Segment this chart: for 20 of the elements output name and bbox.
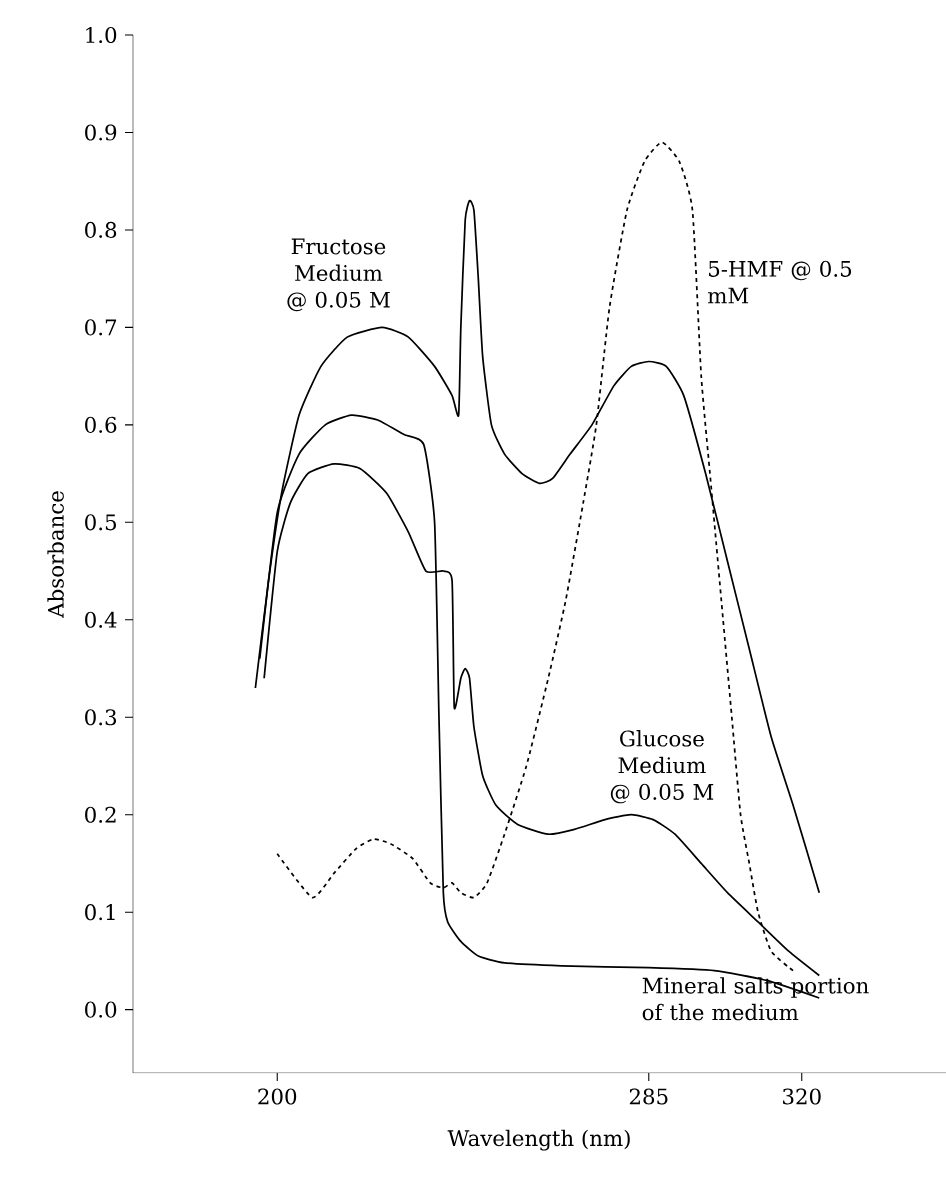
y-tick-label: 1.0	[86, 26, 117, 44]
y-tick-label: 0.1	[85, 904, 115, 921]
x-tick-label: 285	[629, 1088, 668, 1105]
series-label: Glucose Medium @ 0.05 M	[610, 730, 714, 804]
y-tick-label: 0.6	[85, 416, 117, 433]
y-tick-label: 0.7	[85, 319, 117, 336]
y-tick-label: 0.8	[85, 221, 117, 238]
x-tick-label: 320	[783, 1088, 821, 1105]
y-tick-label: 0.0	[85, 1001, 117, 1018]
series-label: Mineral salts portion of the medium	[642, 977, 869, 1021]
y-axis-title: Absorbance	[47, 491, 64, 618]
y-tick-label: 0.5	[85, 514, 116, 531]
x-tick-label: 200	[258, 1088, 297, 1105]
series-label: Fructose Medium @ 0.05 M	[287, 238, 390, 312]
x-axis-title: Wavelength (nm)	[447, 1129, 630, 1151]
series-label: 5-HMF @ 0.5 mM	[707, 260, 852, 304]
y-tick-label: 0.4	[85, 611, 117, 628]
y-tick-label: 0.9	[85, 124, 117, 141]
y-tick-label: 0.2	[85, 806, 116, 823]
y-tick-label: 0.3	[85, 709, 117, 726]
